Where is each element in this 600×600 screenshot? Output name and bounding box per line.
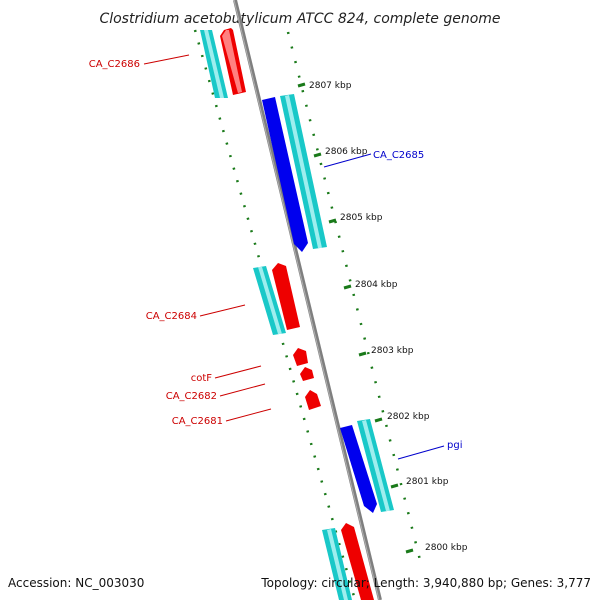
gene-label-cotf[interactable]: cotF (191, 373, 213, 384)
topology-text: Topology: circular; Length: 3,940,880 bp… (260, 576, 591, 590)
gene-label-ca-c2682[interactable]: CA_C2682 (166, 391, 217, 402)
tick-marks (297, 82, 414, 554)
cds-cotf[interactable] (293, 348, 308, 366)
leader-lines (143, 54, 445, 460)
cds-pgi[interactable] (340, 425, 377, 513)
gene-label-ca-c2684[interactable]: CA_C2684 (146, 311, 197, 322)
gc-track-right (286, 31, 422, 561)
cds-ca-c2681[interactable] (305, 390, 321, 410)
gene-track-block-4[interactable] (357, 419, 394, 512)
gene-label-ca-c2681[interactable]: CA_C2681 (172, 416, 223, 427)
gene-track-block-5[interactable] (322, 528, 352, 600)
map-title: Clostridium acetobutylicum ATCC 824, com… (99, 11, 500, 27)
tick-label-2804: 2804 kbp (355, 280, 398, 290)
gene-label-ca-c2686[interactable]: CA_C2686 (89, 59, 140, 70)
cds-ca-c2686[interactable] (220, 28, 246, 95)
gene-track-block-1[interactable] (200, 30, 228, 98)
tick-label-2802: 2802 kbp (387, 412, 430, 422)
tick-label-2806: 2806 kbp (325, 147, 368, 157)
accession-text: Accession: NC_003030 (8, 576, 144, 590)
cds-bottom-reverse[interactable] (341, 523, 374, 600)
gene-track-block-2[interactable] (280, 94, 327, 249)
tick-label-2807: 2807 kbp (309, 81, 352, 91)
tick-label-2800: 2800 kbp (425, 543, 468, 553)
gene-label-pgi[interactable]: pgi (447, 440, 462, 451)
tick-label-2803: 2803 kbp (371, 346, 414, 356)
genome-backbone-highlight (233, 0, 380, 600)
cds-ca-c2682[interactable] (300, 367, 314, 381)
cds-ca-c2684[interactable] (272, 263, 300, 330)
gene-track-block-3[interactable] (253, 266, 286, 335)
genome-backbone (233, 0, 382, 600)
tick-label-2801: 2801 kbp (406, 477, 449, 487)
gene-label-ca-c2685[interactable]: CA_C2685 (373, 150, 424, 161)
cds-ca-c2685[interactable] (262, 97, 308, 252)
tick-label-2805: 2805 kbp (340, 213, 383, 223)
